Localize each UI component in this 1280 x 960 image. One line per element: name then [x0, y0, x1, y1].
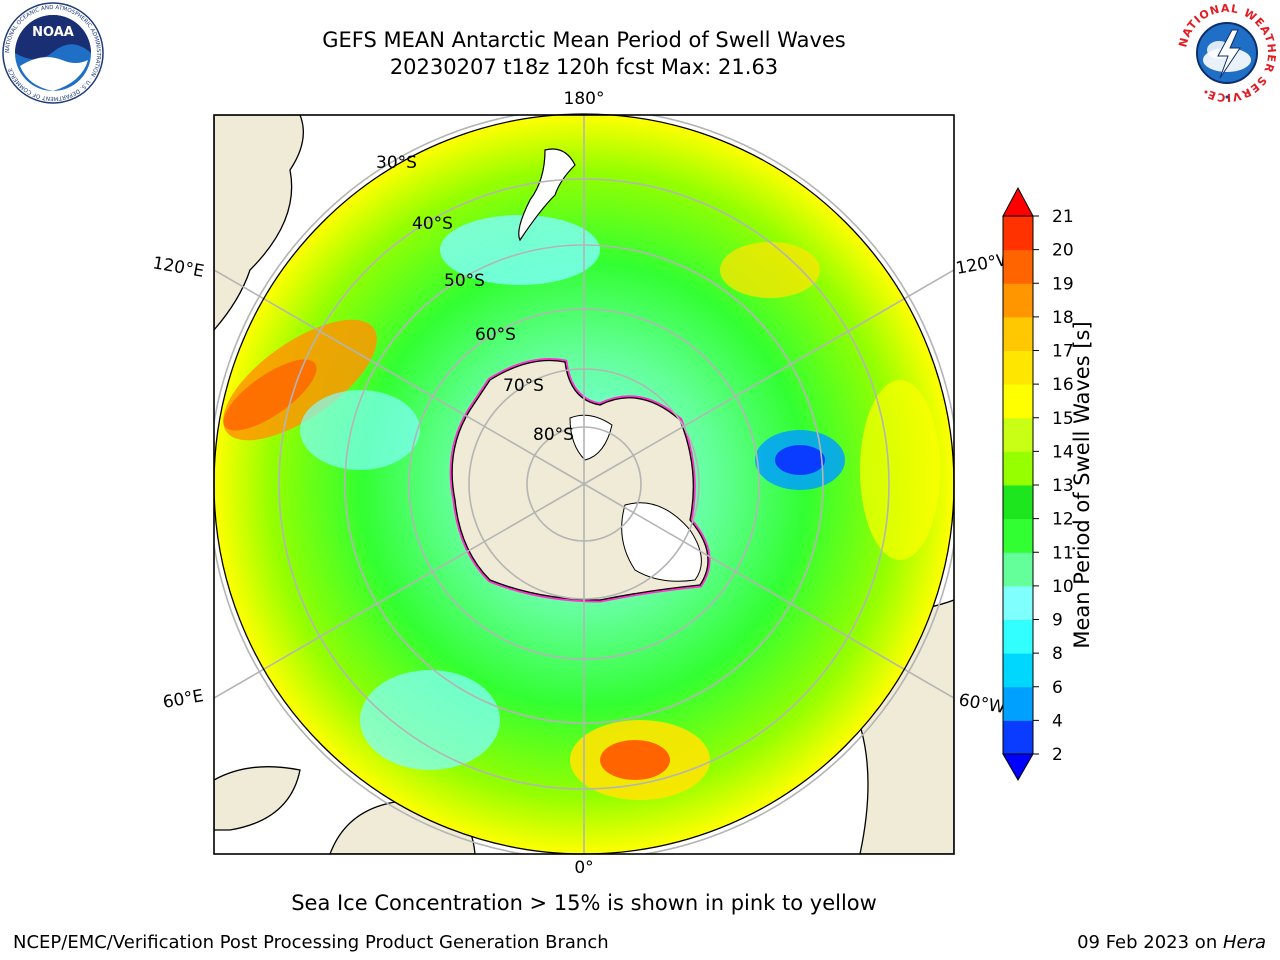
footer-host: Hera	[1222, 932, 1266, 953]
colorbar-tick-label: 8	[1052, 644, 1063, 664]
colorbar-tick-label: 16	[1052, 375, 1074, 395]
colorbar-tick-label: 15	[1052, 409, 1074, 429]
graticule	[214, 115, 954, 854]
colorbar-tick-label: 12	[1052, 510, 1074, 530]
nws-logo: NATIONAL WEATHER SERVICE	[1176, 2, 1277, 104]
colorbar-under-arrow	[1002, 753, 1034, 782]
colorbar-tick-label: 14	[1052, 442, 1074, 462]
footer-credit: NCEP/EMC/Verification Post Processing Pr…	[13, 932, 609, 953]
new-zealand	[518, 148, 576, 242]
colorbar-tick-label: 21	[1052, 207, 1074, 227]
footer-date-text: 09 Feb 2023 on	[1077, 932, 1223, 953]
colorbar-segment	[1003, 316, 1033, 351]
colorbar-segment	[1003, 384, 1033, 419]
colorbar-segment	[1003, 619, 1033, 654]
colorbar-tick-label: 17	[1052, 342, 1074, 362]
colorbar-segment	[1003, 552, 1033, 587]
colorbar-tick-label: 11	[1052, 543, 1074, 563]
svg-text:NOAA: NOAA	[32, 25, 74, 40]
lat-label-60s: 60°S	[475, 325, 516, 345]
colorbar-segment	[1003, 485, 1033, 520]
colorbar-tick-label: 2	[1052, 745, 1063, 765]
colorbar-segment	[1003, 216, 1033, 251]
colorbar-label: Mean Period of Swell Waves [s]	[1070, 321, 1094, 649]
colorbar-tick-label: 10	[1052, 577, 1074, 597]
colorbar-segment	[1003, 653, 1033, 688]
lat-label-50s: 50°S	[444, 271, 485, 291]
colorbar-tick-label: 20	[1052, 241, 1074, 261]
colorbar-over-arrow	[1002, 186, 1034, 217]
footer-date: 09 Feb 2023 on Hera	[1077, 932, 1266, 953]
lon-label-0: 0°	[574, 858, 593, 878]
colorbar-tick-label: 19	[1052, 274, 1074, 294]
chart-subtitle: 20230207 t18z 120h fcst Max: 21.63	[389, 55, 779, 79]
colorbar-segment	[1003, 451, 1033, 486]
colorbar-tick-label: 13	[1052, 476, 1074, 496]
chart-title: GEFS MEAN Antarctic Mean Period of Swell…	[322, 28, 846, 52]
ice-shelf	[621, 502, 702, 582]
colorbar-tick-label: 9	[1052, 611, 1063, 631]
lon-label-180: 180°	[564, 89, 605, 109]
lat-label-30s: 30°S	[376, 153, 417, 173]
lat-label-80s: 80°S	[533, 425, 574, 445]
sea-ice-caption: Sea Ice Concentration > 15% is shown in …	[291, 891, 877, 915]
colorbar-segment	[1003, 249, 1033, 284]
colorbar-segment	[1003, 518, 1033, 553]
colorbar-tick-label: 18	[1052, 308, 1074, 328]
colorbar-segment	[1003, 350, 1033, 385]
colorbar-segment	[1003, 585, 1033, 620]
lat-label-40s: 40°S	[412, 214, 453, 234]
colorbar-segment	[1003, 720, 1033, 755]
lat-label-70s: 70°S	[503, 376, 544, 396]
colorbar-segment	[1003, 686, 1033, 721]
noaa-logo: NOAA NATIONAL OCEANIC AND ATMOSPHERIC AD…	[2, 2, 104, 104]
colorbar-tick-label: 6	[1052, 678, 1063, 698]
colorbar-tick-label: 4	[1052, 711, 1063, 731]
colorbar-segment	[1003, 283, 1033, 318]
map-frame	[213, 114, 955, 855]
colorbar-segment	[1003, 417, 1033, 452]
